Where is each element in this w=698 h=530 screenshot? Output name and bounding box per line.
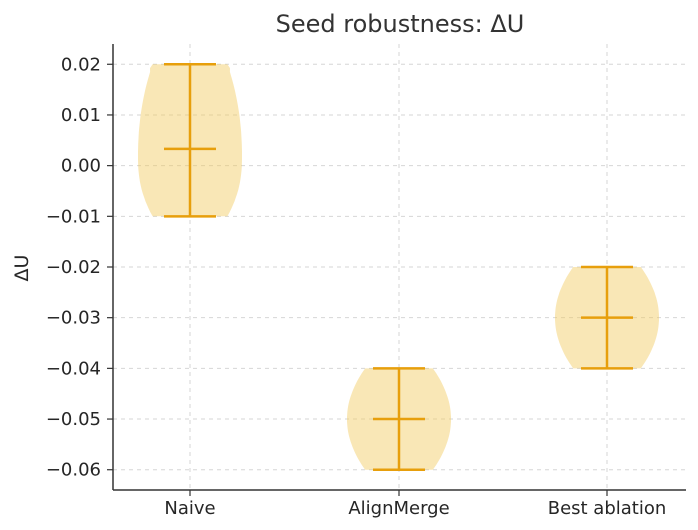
- y-tick-label: −0.04: [46, 358, 101, 379]
- violins: [138, 63, 659, 471]
- x-tick-label: Naive: [164, 498, 215, 519]
- y-tick-label: −0.02: [46, 257, 101, 278]
- x-ticks: Naive AlignMerge Best ablation: [164, 490, 666, 519]
- y-tick-label: −0.01: [46, 206, 101, 227]
- y-tick-label: 0.02: [61, 54, 101, 75]
- x-tick-label: AlignMerge: [348, 498, 449, 519]
- y-ticks: 0.02 0.01 0.00 −0.01 −0.02 −0.03 −0.04 −0.05 −0.…: [46, 54, 113, 481]
- y-tick-label: 0.01: [61, 105, 101, 126]
- y-tick-label: −0.05: [46, 409, 101, 430]
- x-tick-label: Best ablation: [548, 498, 667, 519]
- y-tick-label: −0.06: [46, 460, 101, 481]
- chart-title: Seed robustness: ΔU: [276, 10, 525, 38]
- y-tick-label: −0.03: [46, 308, 101, 329]
- y-axis-label: ΔU: [11, 255, 33, 282]
- y-tick-label: 0.00: [61, 156, 101, 177]
